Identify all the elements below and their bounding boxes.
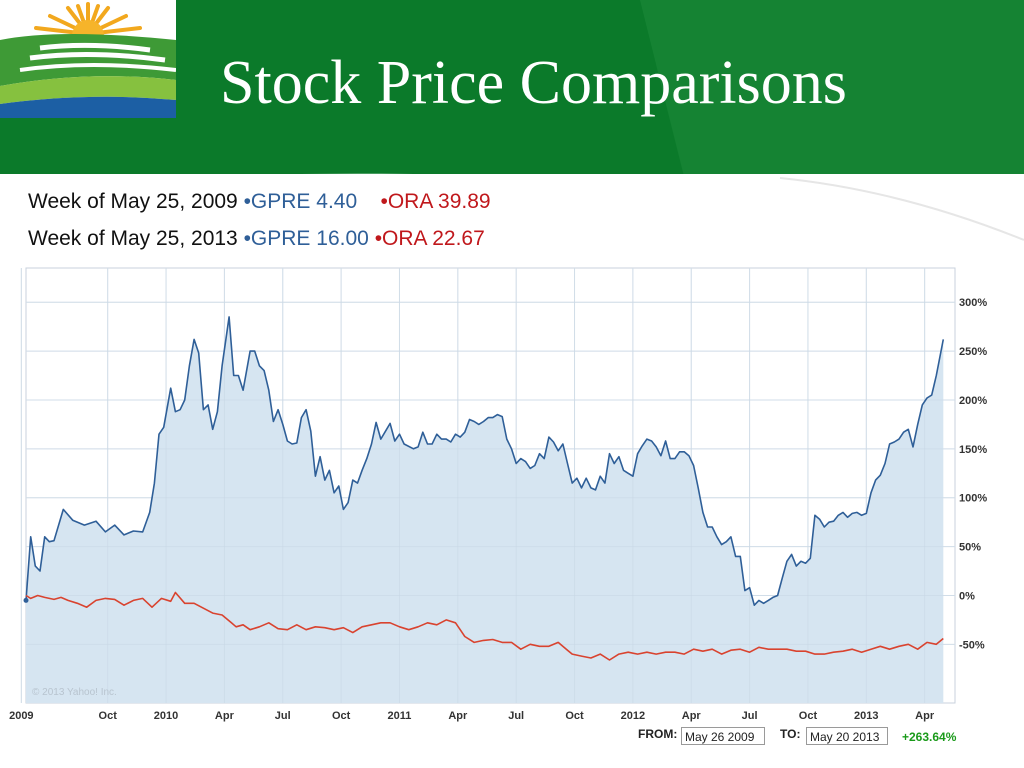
info-line-2009: Week of May 25, 2009 •GPRE 4.40 •ORA 39.… (28, 190, 491, 214)
x-tick-label: Oct (799, 710, 818, 722)
x-tick-label: Jul (275, 710, 291, 722)
percent-change: +263.64% (902, 730, 957, 744)
x-tick-label: Oct (332, 710, 351, 722)
header-swoosh (0, 173, 1024, 241)
ora-2013-price: •ORA 22.67 (374, 227, 485, 250)
gpre-2013-price: •GPRE 16.00 (243, 227, 369, 250)
y-tick-label: 300% (959, 297, 987, 309)
x-tick-label: 2013 (854, 710, 878, 722)
x-tick-label: 2009 (9, 710, 33, 722)
x-tick-label: Jul (742, 710, 758, 722)
chart-copyright: © 2013 Yahoo! Inc. (32, 687, 117, 698)
x-tick-label: Apr (448, 710, 468, 722)
x-tick-label: 2012 (621, 710, 645, 722)
y-tick-label: 250% (959, 346, 987, 358)
x-tick-label: Oct (565, 710, 584, 722)
to-date-field[interactable]: May 20 2013 (806, 727, 888, 745)
from-date-field[interactable]: May 26 2009 (681, 727, 765, 745)
gpre-2009-price: •GPRE 4.40 (243, 190, 358, 213)
slide-header: Stock Price Comparisons (0, 0, 1024, 174)
ora-line (25, 591, 944, 661)
info-line-2013: Week of May 25, 2013 •GPRE 16.00 •ORA 22… (28, 227, 485, 251)
gpre-line (25, 316, 945, 606)
ora-2009-price: •ORA 39.89 (380, 190, 491, 213)
farm-sunrise-logo (0, 0, 176, 118)
x-tick-label: 2011 (388, 710, 412, 722)
y-tick-label: 50% (959, 542, 981, 554)
y-tick-label: 100% (959, 493, 987, 505)
y-tick-label: -50% (959, 639, 985, 651)
slide-title: Stock Price Comparisons (220, 49, 847, 117)
x-tick-label: Apr (215, 710, 235, 722)
stock-comparison-chart: 2009 Oct 2010 Apr Jul Oct 2011 Apr Jul Oct 2012 Apr… (9, 267, 987, 722)
x-tick-label: Oct (99, 710, 118, 722)
gpre-area-fill (26, 316, 944, 703)
gpre-start-marker (23, 597, 29, 603)
info-2009-prefix: Week of May 25, 2009 (28, 190, 244, 213)
to-label: TO: (780, 727, 801, 741)
y-tick-label: 150% (959, 444, 987, 456)
x-tick-label: 2010 (154, 710, 178, 722)
x-tick-label: Apr (915, 710, 935, 722)
y-tick-label: 200% (959, 395, 987, 407)
x-tick-label: Apr (682, 710, 702, 722)
y-tick-label: 0% (959, 590, 975, 602)
info-2013-prefix: Week of May 25, 2013 (28, 227, 244, 250)
x-tick-label: Jul (508, 710, 524, 722)
from-label: FROM: (638, 727, 678, 741)
